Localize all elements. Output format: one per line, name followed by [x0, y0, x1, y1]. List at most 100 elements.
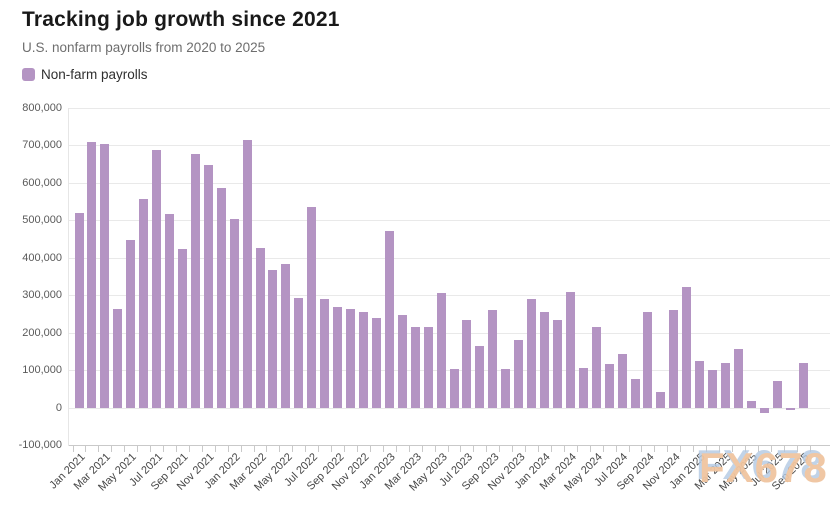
bar[interactable] — [371, 318, 381, 408]
bar[interactable] — [785, 408, 795, 410]
axis-tick — [201, 445, 203, 452]
bar[interactable] — [552, 319, 562, 408]
bar[interactable] — [488, 309, 498, 409]
axis-tick — [408, 445, 410, 452]
bar[interactable] — [255, 247, 265, 408]
axis-tick — [85, 445, 87, 452]
bar[interactable] — [501, 368, 511, 408]
gridline — [68, 257, 830, 259]
bar[interactable] — [759, 408, 769, 413]
axis-tick — [641, 445, 643, 452]
bar[interactable] — [695, 361, 705, 408]
axis-tick — [369, 445, 371, 452]
axis-tick — [240, 445, 242, 452]
axis-tick — [163, 445, 165, 452]
bar[interactable] — [190, 154, 200, 408]
y-axis-label: -100,000 — [18, 439, 62, 451]
y-axis-label: 0 — [55, 401, 62, 414]
axis-tick — [331, 445, 333, 452]
axis-tick — [460, 445, 462, 452]
bar[interactable] — [798, 363, 808, 408]
bar[interactable] — [294, 298, 304, 408]
y-axis-label: 400,000 — [22, 251, 62, 264]
bar[interactable] — [126, 240, 136, 408]
bar[interactable] — [591, 327, 601, 408]
bar[interactable] — [307, 206, 317, 408]
bar[interactable] — [617, 354, 627, 408]
bar[interactable] — [514, 339, 524, 409]
y-axis-label: 700,000 — [22, 139, 62, 151]
axis-tick — [809, 445, 811, 452]
bar[interactable] — [216, 187, 226, 408]
bar[interactable] — [74, 213, 84, 408]
y-axis-label: 600,000 — [22, 176, 62, 189]
axis-tick — [486, 445, 488, 452]
bar[interactable] — [578, 367, 588, 408]
bar[interactable] — [733, 348, 743, 409]
axis-tick — [292, 445, 294, 452]
bar[interactable] — [565, 291, 575, 409]
bar[interactable] — [320, 298, 330, 408]
bar[interactable] — [165, 214, 174, 408]
gridline — [68, 145, 830, 146]
axis-tick — [744, 445, 746, 452]
axis-tick — [188, 445, 190, 452]
gridline — [68, 370, 830, 371]
bar[interactable] — [139, 199, 149, 408]
axis-tick — [111, 445, 113, 452]
axis-tick — [550, 445, 552, 452]
axis-tick — [150, 445, 152, 452]
bar[interactable] — [604, 363, 614, 409]
bar[interactable] — [359, 312, 368, 408]
bar[interactable] — [540, 312, 549, 408]
bar[interactable] — [281, 264, 291, 408]
bar[interactable] — [772, 381, 782, 408]
bar[interactable] — [746, 400, 756, 408]
bar[interactable] — [462, 319, 472, 408]
axis-tick — [783, 445, 785, 452]
bar[interactable] — [721, 363, 730, 408]
bar[interactable] — [100, 144, 110, 408]
axis-tick — [266, 445, 268, 452]
y-axis-label: 200,000 — [22, 326, 62, 339]
bar[interactable] — [242, 140, 252, 409]
bar[interactable] — [87, 141, 97, 409]
axis-tick — [680, 445, 682, 452]
bar[interactable] — [682, 286, 692, 408]
bar[interactable] — [113, 309, 123, 408]
axis-tick — [499, 445, 501, 452]
axis-tick — [279, 445, 281, 452]
bar[interactable] — [384, 231, 394, 408]
axis-tick — [654, 445, 656, 452]
bar[interactable] — [268, 270, 278, 408]
bar[interactable] — [203, 165, 213, 408]
bar[interactable] — [643, 312, 653, 408]
bar[interactable] — [346, 309, 355, 408]
bar[interactable] — [152, 149, 162, 408]
axis-tick — [227, 445, 229, 452]
axis-tick — [719, 445, 721, 452]
legend-swatch — [22, 68, 35, 81]
legend-label: Non-farm payrolls — [41, 67, 148, 82]
axis-tick — [382, 445, 384, 452]
bar[interactable] — [475, 346, 485, 408]
bar[interactable] — [708, 369, 718, 409]
axis-tick — [98, 445, 100, 452]
bar[interactable] — [669, 310, 679, 408]
bar[interactable] — [630, 378, 640, 409]
bar[interactable] — [436, 293, 446, 409]
bar[interactable] — [397, 315, 407, 408]
bar[interactable] — [527, 299, 536, 409]
legend-item-nonfarm-payrolls[interactable]: Non-farm payrolls — [22, 67, 148, 82]
axis-tick — [602, 445, 604, 452]
bar[interactable] — [229, 219, 239, 408]
chart-title: Tracking job growth since 2021 — [22, 8, 340, 31]
bar[interactable] — [177, 249, 187, 408]
bar[interactable] — [423, 326, 433, 408]
bar[interactable] — [410, 326, 420, 408]
y-axis-label: 800,000 — [22, 101, 62, 114]
bar[interactable] — [449, 368, 459, 408]
bar[interactable] — [333, 307, 343, 408]
bar[interactable] — [656, 391, 666, 408]
